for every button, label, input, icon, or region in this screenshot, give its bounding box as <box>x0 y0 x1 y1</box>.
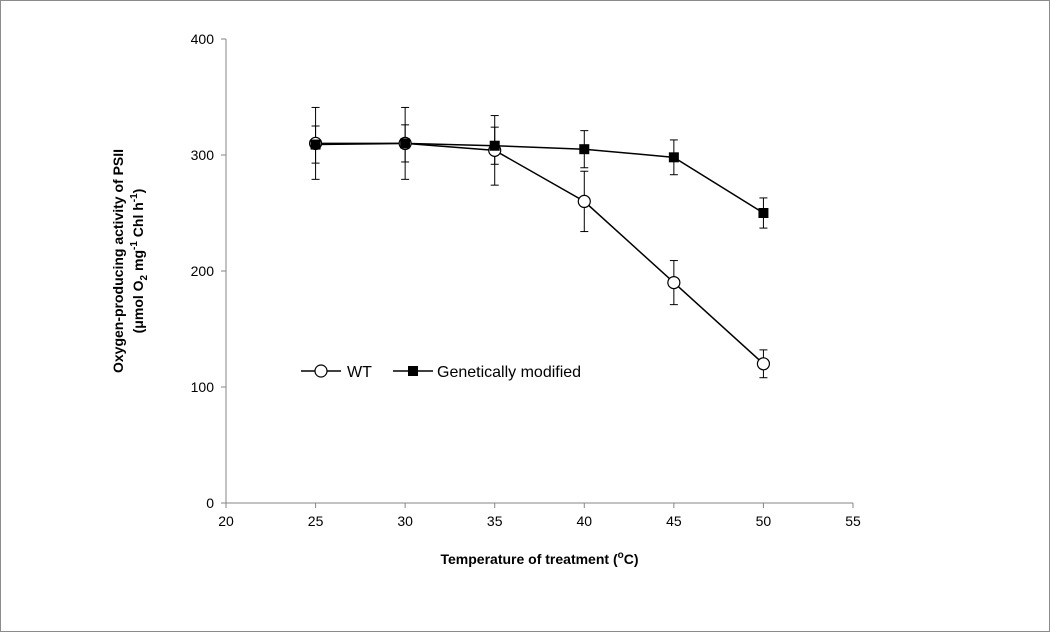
y-axis-unit-part: Chl h <box>130 202 146 241</box>
y-axis-unit-superscript: -1 <box>129 241 140 250</box>
legend-marker-wt <box>314 364 328 378</box>
x-axis-title-superscript: o <box>618 550 624 561</box>
data-point-square <box>310 139 321 150</box>
series-markers <box>308 136 771 371</box>
series-line <box>315 142 764 214</box>
data-point-square <box>489 140 500 151</box>
y-tick-label: 300 <box>191 147 215 163</box>
data-point-square <box>579 144 590 155</box>
series-line <box>315 142 764 365</box>
x-axis-title-main: Temperature of treatment ( <box>441 551 618 567</box>
axes: 0 100 200 300 400 20 25 30 35 40 45 50 55 <box>191 31 861 529</box>
y-tick-label: 400 <box>191 31 215 47</box>
y-axis-unit-superscript: -1 <box>129 193 140 202</box>
y-axis-title-line2: (μmol O2 mg-1 Chl h-1) <box>129 189 150 334</box>
y-tick-label: 0 <box>206 495 214 511</box>
legend-label-wt: WT <box>347 364 372 381</box>
data-point-square <box>758 208 769 218</box>
x-tick-label: 40 <box>576 513 592 529</box>
legend-marker-gm <box>408 366 418 376</box>
y-axis-title-line1: Oxygen-producing activity of PSII <box>110 149 126 373</box>
data-point-circle <box>577 194 591 208</box>
x-tick-label: 45 <box>666 513 682 529</box>
x-tick-label: 30 <box>397 513 413 529</box>
series-lines <box>315 142 764 365</box>
y-axis-unit-part: mg <box>130 250 146 275</box>
x-axis-title: Temperature of treatment (oC) <box>441 550 639 567</box>
x-tick-label: 50 <box>756 513 772 529</box>
legend-label-gm: Genetically modified <box>437 364 581 381</box>
y-tick-label: 200 <box>191 263 215 279</box>
data-point-square <box>668 152 679 163</box>
x-axis-title-tail: C) <box>624 551 639 567</box>
y-axis-unit-part: ) <box>130 189 146 194</box>
data-point-square <box>400 138 411 149</box>
data-point-circle <box>667 276 681 290</box>
y-axis-unit-subscript: 2 <box>139 274 150 280</box>
x-tick-label: 55 <box>845 513 861 529</box>
data-point-circle <box>756 357 771 371</box>
x-tick-label: 35 <box>487 513 503 529</box>
y-tick-label: 100 <box>191 379 215 395</box>
x-tick-label: 20 <box>218 513 234 529</box>
x-tick-label: 25 <box>308 513 324 529</box>
legend: WT Genetically modified <box>301 364 581 381</box>
y-axis-unit-part: (μmol O <box>130 280 146 333</box>
